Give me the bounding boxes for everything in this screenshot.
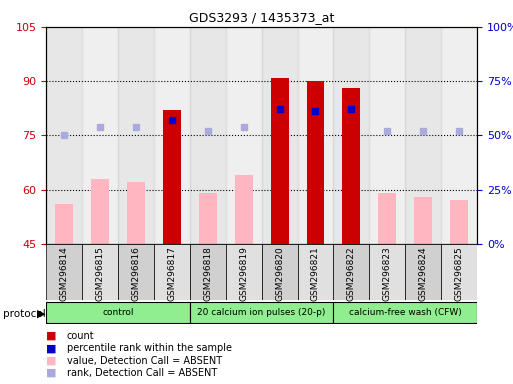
Bar <box>333 27 369 244</box>
Bar <box>91 179 109 244</box>
Bar <box>46 244 82 300</box>
Bar <box>298 27 333 244</box>
Text: GSM296821: GSM296821 <box>311 247 320 301</box>
Bar <box>82 27 118 244</box>
Bar <box>333 302 477 323</box>
Text: ■: ■ <box>46 331 56 341</box>
Text: ■: ■ <box>46 368 56 378</box>
Text: GSM296822: GSM296822 <box>347 247 356 301</box>
Text: GSM296815: GSM296815 <box>95 247 105 301</box>
Bar <box>342 88 360 244</box>
Bar <box>226 27 262 244</box>
Bar <box>262 27 298 244</box>
Bar <box>234 175 252 244</box>
Text: GSM296825: GSM296825 <box>455 247 464 301</box>
Bar <box>270 78 288 244</box>
Text: ■: ■ <box>46 356 56 366</box>
Text: control: control <box>102 308 134 317</box>
Text: GSM296818: GSM296818 <box>203 247 212 301</box>
Bar <box>414 197 432 244</box>
Text: protocol: protocol <box>3 309 45 319</box>
Text: GSM296816: GSM296816 <box>131 247 141 301</box>
Bar <box>190 27 226 244</box>
Bar <box>46 302 190 323</box>
Bar <box>450 200 468 244</box>
Bar <box>333 244 369 300</box>
Text: GSM296817: GSM296817 <box>167 247 176 301</box>
Text: GSM296823: GSM296823 <box>383 247 392 301</box>
Bar <box>199 193 216 244</box>
Text: GSM296820: GSM296820 <box>275 247 284 301</box>
Bar <box>118 244 154 300</box>
Bar <box>118 27 154 244</box>
Text: count: count <box>67 331 94 341</box>
Bar <box>369 244 405 300</box>
Bar <box>378 193 396 244</box>
Bar <box>154 244 190 300</box>
Bar <box>298 244 333 300</box>
Text: value, Detection Call = ABSENT: value, Detection Call = ABSENT <box>67 356 222 366</box>
Bar <box>405 27 441 244</box>
Bar <box>163 110 181 244</box>
Text: ▶: ▶ <box>37 309 46 319</box>
Bar <box>154 27 190 244</box>
Text: ■: ■ <box>46 343 56 353</box>
Bar <box>82 244 118 300</box>
Bar <box>262 244 298 300</box>
Bar <box>306 81 324 244</box>
Text: rank, Detection Call = ABSENT: rank, Detection Call = ABSENT <box>67 368 217 378</box>
Bar <box>441 244 477 300</box>
Bar <box>369 27 405 244</box>
Bar <box>405 244 441 300</box>
Text: 20 calcium ion pulses (20-p): 20 calcium ion pulses (20-p) <box>198 308 326 317</box>
Text: GSM296819: GSM296819 <box>239 247 248 301</box>
Title: GDS3293 / 1435373_at: GDS3293 / 1435373_at <box>189 11 334 24</box>
Bar <box>441 27 477 244</box>
Text: GSM296814: GSM296814 <box>60 247 69 301</box>
Bar <box>190 302 333 323</box>
Bar <box>226 244 262 300</box>
Text: GSM296824: GSM296824 <box>419 247 428 301</box>
Bar <box>46 27 82 244</box>
Text: calcium-free wash (CFW): calcium-free wash (CFW) <box>349 308 462 317</box>
Text: percentile rank within the sample: percentile rank within the sample <box>67 343 232 353</box>
Bar <box>55 204 73 244</box>
Bar <box>190 244 226 300</box>
Bar <box>127 182 145 244</box>
